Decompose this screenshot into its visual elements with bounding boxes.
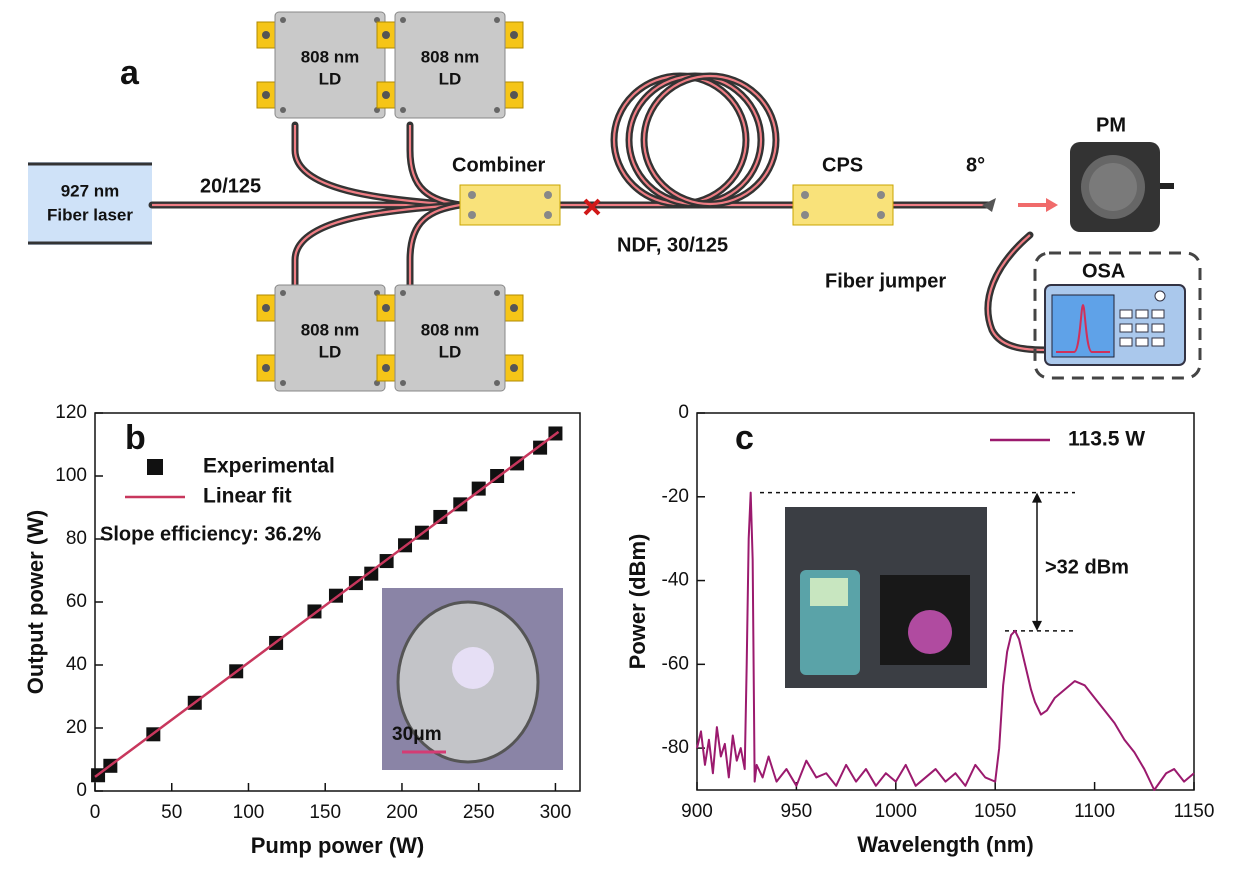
laser-label: 927 nm bbox=[61, 181, 120, 200]
x-tick-label: 200 bbox=[386, 802, 418, 823]
ld-label: LD bbox=[319, 342, 342, 361]
ld-label: 808 nm bbox=[421, 320, 480, 339]
ld-label: 808 nm bbox=[421, 47, 480, 66]
marker bbox=[433, 509, 448, 524]
marker bbox=[471, 481, 486, 496]
panel-label: c bbox=[735, 419, 754, 457]
osa-label: OSA bbox=[1082, 260, 1125, 282]
x-tick-label: 1150 bbox=[1174, 801, 1215, 822]
x-tick-label: 250 bbox=[463, 802, 495, 823]
legend-label: Experimental bbox=[203, 455, 335, 478]
jumper-label: Fiber jumper bbox=[825, 270, 946, 292]
y-axis-title: Power (dBm) bbox=[625, 534, 650, 670]
y-tick-label: 100 bbox=[55, 465, 87, 486]
x-tick-label: 50 bbox=[161, 802, 182, 823]
laser-box bbox=[28, 162, 152, 245]
x-tick-label: 1100 bbox=[1074, 801, 1115, 822]
y-tick-label: 0 bbox=[76, 780, 87, 801]
y-tick-label: 20 bbox=[66, 717, 87, 738]
y-tick-label: -80 bbox=[662, 737, 689, 758]
annotation: >32 dBm bbox=[1045, 556, 1129, 578]
ld-label: LD bbox=[439, 69, 462, 88]
y-tick-label: 40 bbox=[66, 654, 87, 675]
series-line bbox=[94, 430, 560, 778]
series-line bbox=[696, 491, 1195, 791]
cps-label: CPS bbox=[822, 154, 863, 176]
panel-label: a bbox=[120, 54, 140, 92]
panel-label: b bbox=[125, 419, 146, 457]
y-tick-label: 80 bbox=[66, 528, 87, 549]
y-tick-label: 60 bbox=[66, 591, 87, 612]
fiber-label: 20/125 bbox=[200, 175, 261, 197]
annotation: 30μm bbox=[392, 724, 442, 745]
diagram: a 927 nm Fiber laser 20/125 808 nm LD 808… bbox=[28, 11, 1202, 392]
y-axis-title: Output power (W) bbox=[23, 510, 48, 695]
legend-marker bbox=[147, 459, 163, 475]
ld-label: LD bbox=[439, 342, 462, 361]
x-tick-label: 900 bbox=[681, 801, 713, 822]
legend-label: 113.5 W bbox=[1068, 428, 1145, 451]
fibers bbox=[148, 72, 1054, 354]
ndf-label: NDF, 30/125 bbox=[617, 234, 728, 256]
x-axis-title: Wavelength (nm) bbox=[857, 832, 1033, 857]
x-tick-label: 950 bbox=[781, 801, 813, 822]
ld-label: LD bbox=[319, 69, 342, 88]
y-tick-label: 0 bbox=[678, 402, 689, 423]
ld-label: 808 nm bbox=[301, 47, 360, 66]
chart: 900 950 1000 1050 1100 1150 -80 -60 -40 -20 0 Wavel… bbox=[625, 402, 1215, 857]
plot-frame bbox=[94, 412, 581, 792]
y-tick-label: -40 bbox=[662, 570, 689, 591]
x-tick-label: 1000 bbox=[875, 801, 917, 822]
combiner-label: Combiner bbox=[452, 154, 546, 176]
x-tick-label: 300 bbox=[540, 802, 572, 823]
y-tick-label: -20 bbox=[662, 486, 689, 507]
chart: 0 50 100 150 200 250 300 0 20 40 60 80 100 120 Pump po… bbox=[23, 402, 581, 858]
y-tick-label: 120 bbox=[55, 402, 87, 423]
plot-frame bbox=[696, 412, 1195, 791]
x-tick-label: 0 bbox=[90, 802, 101, 823]
osa-frame bbox=[1033, 251, 1202, 380]
ld-label: 808 nm bbox=[301, 320, 360, 339]
pm-label: PM bbox=[1096, 114, 1126, 136]
annotation: Slope efficiency: 36.2% bbox=[100, 523, 321, 545]
x-tick-label: 1050 bbox=[974, 801, 1016, 822]
angle-label: 8° bbox=[966, 154, 985, 176]
x-tick-label: 100 bbox=[233, 802, 265, 823]
laser-label: Fiber laser bbox=[47, 205, 133, 224]
y-tick-label: -60 bbox=[662, 653, 689, 674]
x-axis-title: Pump power (W) bbox=[251, 833, 425, 858]
x-tick-label: 150 bbox=[309, 802, 341, 823]
legend-label: Linear fit bbox=[203, 485, 292, 508]
